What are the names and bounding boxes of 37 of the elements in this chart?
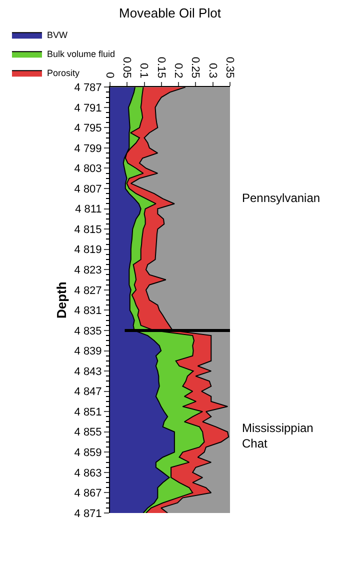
y-tick-label: 4 807: [74, 183, 102, 196]
y-tick-label: 4 811: [75, 204, 102, 216]
y-tick-label: 4 795: [74, 122, 102, 135]
text: Pennsylvanian: [242, 191, 320, 205]
y-tick-label: 4 827: [74, 284, 102, 297]
y-tick-label: 4 819: [74, 244, 102, 256]
y-tick-label: 4 855: [74, 426, 102, 439]
y-tick-label: 4 839: [74, 346, 102, 358]
y-tick-label: 4 835: [74, 325, 102, 338]
y-tick-label: 4 859: [74, 447, 102, 460]
x-tick-label: 0.2: [172, 62, 184, 78]
x-tick-label: 0.1: [138, 62, 150, 78]
legend-label: BVW: [46, 30, 68, 40]
y-tick-label: 4 871: [74, 508, 102, 520]
y-tick-label: 4 831: [74, 305, 102, 318]
x-tick-label: 0.25: [189, 56, 202, 78]
x-tick-label: 0: [103, 72, 116, 78]
y-axis-title: Depth: [54, 282, 70, 318]
y-tick-label: 4 823: [74, 264, 102, 276]
x-tick-label: 0.15: [154, 56, 167, 78]
y-tick-label: 4 815: [74, 224, 102, 236]
chart-title: Moveable Oil Plot: [119, 6, 222, 21]
text: Mississippian Chat: [242, 421, 314, 451]
legend-label: Bulk volume fluid: [46, 49, 116, 60]
y-tick-label: 4 791: [74, 102, 102, 114]
y-tick-label: 4 863: [74, 467, 102, 480]
y-tick-label: 4 803: [74, 163, 102, 176]
y-tick-label: 4 843: [74, 366, 102, 378]
x-tick-label: 0.05: [120, 56, 133, 78]
y-tick-label: 4 847: [74, 386, 102, 398]
y-tick-label: 4 867: [74, 488, 102, 500]
x-tick-label: 0.35: [223, 56, 236, 78]
y-tick-label: 4 787: [74, 82, 102, 94]
y-tick-label: 4 851: [74, 406, 102, 418]
x-tick-label: 0.3: [206, 62, 218, 78]
y-tick-label: 4 799: [74, 142, 102, 155]
legend-label: Porosity: [46, 68, 80, 78]
